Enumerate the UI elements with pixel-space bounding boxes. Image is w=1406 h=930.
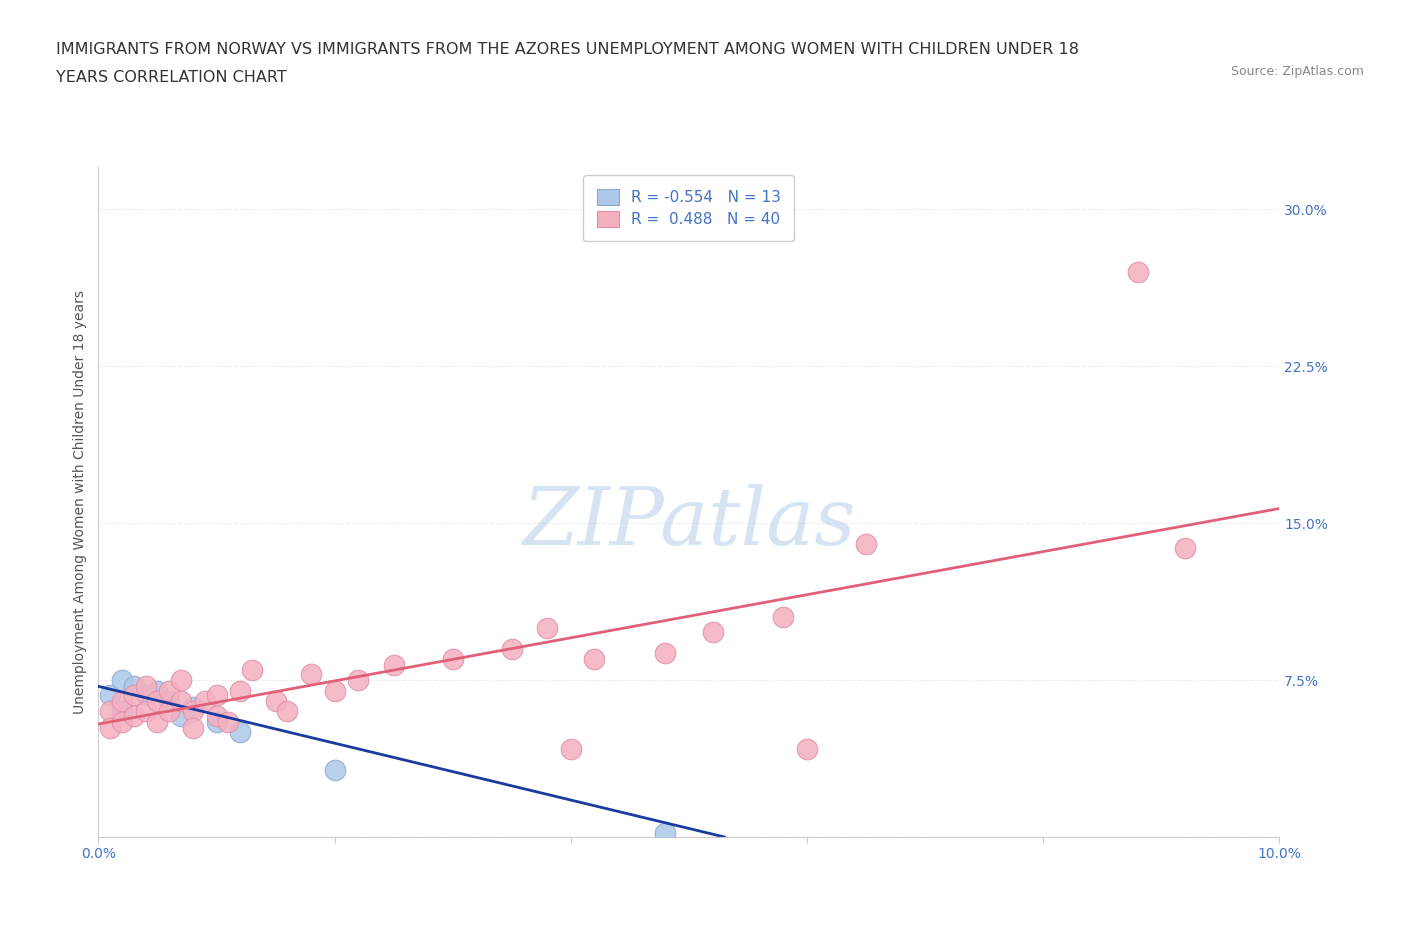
Point: [654, 826, 676, 841]
Point: [170, 672, 193, 687]
Point: [654, 645, 676, 660]
Text: Source: ZipAtlas.com: Source: ZipAtlas.com: [1230, 65, 1364, 78]
Text: ZIPatlas: ZIPatlas: [522, 484, 856, 561]
Point: [560, 742, 582, 757]
Point: [146, 694, 169, 709]
Point: [264, 694, 287, 709]
Legend: R = -0.554   N = 13, R =  0.488   N = 40: R = -0.554 N = 13, R = 0.488 N = 40: [583, 175, 794, 241]
Point: [229, 725, 252, 740]
Point: [299, 666, 322, 681]
Point: [170, 694, 193, 709]
Point: [441, 652, 464, 667]
Point: [347, 672, 370, 687]
Text: YEARS CORRELATION CHART: YEARS CORRELATION CHART: [56, 70, 287, 85]
Point: [157, 704, 180, 719]
Point: [240, 662, 263, 677]
Point: [229, 683, 252, 698]
Point: [111, 704, 134, 719]
Point: [170, 709, 193, 724]
Point: [323, 763, 346, 777]
Text: IMMIGRANTS FROM NORWAY VS IMMIGRANTS FROM THE AZORES UNEMPLOYMENT AMONG WOMEN WI: IMMIGRANTS FROM NORWAY VS IMMIGRANTS FRO…: [56, 42, 1080, 57]
Point: [111, 694, 134, 709]
Point: [702, 625, 724, 640]
Point: [217, 714, 239, 729]
Point: [98, 721, 121, 736]
Point: [135, 687, 157, 702]
Point: [536, 620, 558, 635]
Point: [135, 679, 157, 694]
Point: [772, 610, 794, 625]
Point: [181, 700, 204, 715]
Point: [194, 694, 217, 709]
Point: [181, 721, 204, 736]
Point: [276, 704, 298, 719]
Point: [501, 642, 523, 657]
Point: [1174, 541, 1197, 556]
Point: [135, 704, 157, 719]
Point: [323, 683, 346, 698]
Y-axis label: Unemployment Among Women with Children Under 18 years: Unemployment Among Women with Children U…: [73, 290, 87, 714]
Point: [111, 672, 134, 687]
Point: [855, 537, 877, 551]
Point: [205, 709, 228, 724]
Point: [796, 742, 818, 757]
Point: [157, 694, 180, 709]
Point: [111, 714, 134, 729]
Point: [382, 658, 405, 673]
Point: [146, 683, 169, 698]
Point: [181, 704, 204, 719]
Point: [583, 652, 606, 667]
Point: [122, 687, 145, 702]
Point: [98, 704, 121, 719]
Point: [1126, 265, 1149, 280]
Point: [205, 714, 228, 729]
Point: [98, 687, 121, 702]
Point: [157, 683, 180, 698]
Point: [122, 709, 145, 724]
Point: [205, 687, 228, 702]
Point: [146, 714, 169, 729]
Point: [122, 679, 145, 694]
